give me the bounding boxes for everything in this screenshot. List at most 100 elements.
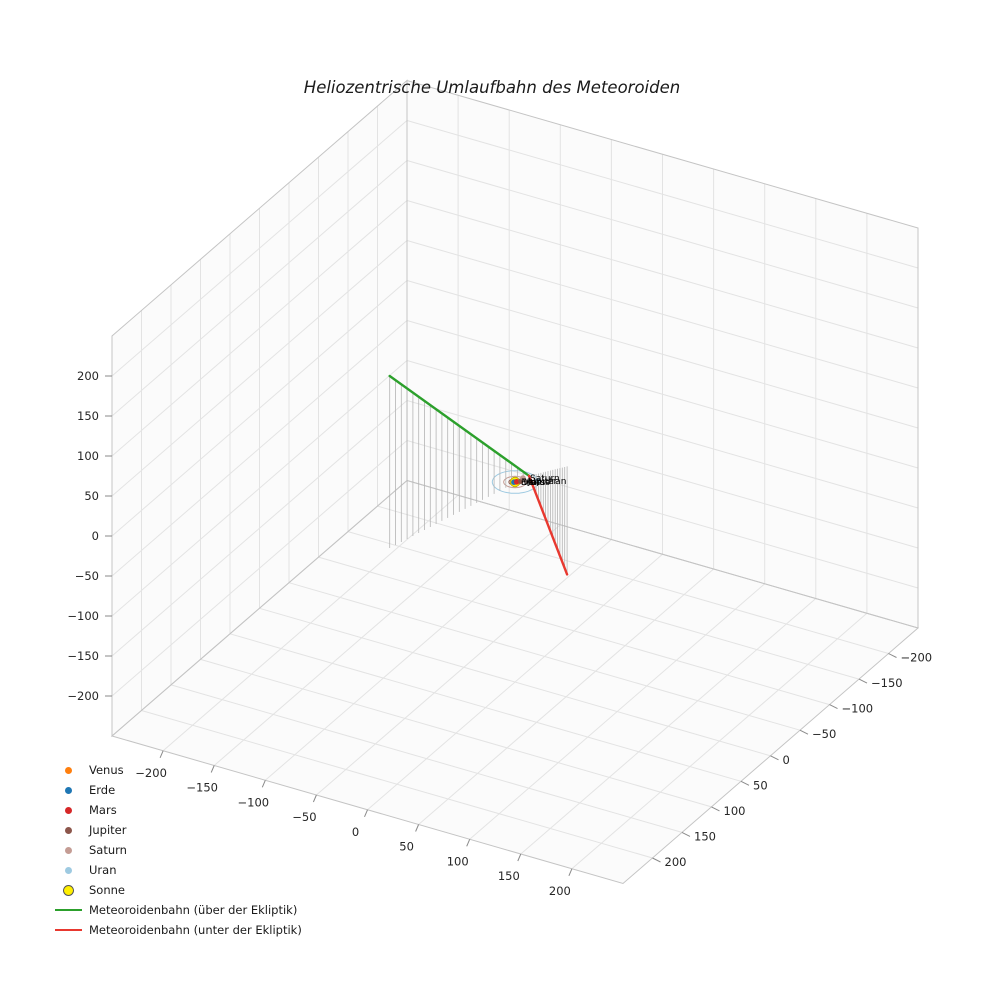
legend-label: Mars (89, 803, 117, 817)
x-tick-label: 50 (399, 840, 414, 854)
legend-item-erde: Erde (52, 780, 302, 800)
x-tick-mark (210, 765, 215, 773)
z-tick-label: 200 (77, 369, 99, 383)
axis-ticks-and-labels: −200−150−100−50050100150200−200−150−100−… (67, 369, 932, 898)
meteoroid-trajectory (388, 374, 569, 576)
grid-line (111, 200, 408, 457)
grid-line (418, 568, 714, 825)
y-tick-label: 0 (783, 753, 790, 767)
y-tick-mark (770, 755, 779, 761)
grid-line (170, 684, 683, 833)
x-tick-label: −100 (238, 795, 270, 809)
x-tick-label: 0 (352, 825, 359, 839)
x-tick-mark (466, 839, 471, 847)
planet-label-saturn: Saturn (530, 474, 560, 484)
grid-line (259, 607, 771, 757)
legend-label: Meteoroidenbahn (über der Ekliptik) (89, 903, 298, 917)
y-tick-label: −50 (812, 727, 836, 741)
y-tick-label: 150 (694, 829, 716, 843)
grid-lines (111, 95, 919, 870)
legend-dot-marker (52, 846, 84, 854)
planet-marker-saturn (520, 475, 526, 481)
planet-label-erde: Erde (521, 478, 542, 488)
legend-line-marker (52, 908, 84, 912)
legend-dot-marker (52, 884, 84, 896)
x-tick-label: 100 (447, 854, 469, 868)
legend-item-venus: Venus (52, 760, 302, 780)
z-tick-label: −50 (75, 569, 99, 583)
planet-label-venus: Venus (523, 478, 550, 488)
pane-floor-edge (110, 479, 920, 885)
legend-dot-marker (52, 766, 84, 774)
x-tick-mark (312, 794, 317, 803)
x-tick-mark (568, 868, 573, 876)
legend-dot-marker (52, 826, 84, 834)
grid-line (469, 583, 766, 840)
legend-line-marker (52, 928, 84, 932)
y-tick-mark (711, 806, 720, 812)
legend-item-meteoroidenbahn-unter-der-ekliptik: Meteoroidenbahn (unter der Ekliptik) (52, 920, 302, 940)
y-tick-label: 100 (724, 804, 746, 818)
x-tick-label: 200 (549, 884, 571, 898)
x-tick-label: −50 (292, 810, 316, 824)
legend-label: Erde (89, 783, 116, 797)
grid-line (406, 200, 919, 349)
y-tick-mark (888, 653, 897, 658)
legend-label: Meteoroidenbahn (unter der Ekliptik) (89, 923, 302, 937)
planet-label-uran: Uran (545, 477, 567, 487)
x-tick-label: −200 (135, 766, 167, 780)
legend-label: Uran (89, 863, 117, 877)
y-tick-mark (652, 857, 661, 863)
planet-marker-uran (535, 478, 541, 484)
x-tick-label: 150 (498, 869, 520, 883)
z-tick-label: −200 (67, 689, 99, 703)
meteoroid-stems (389, 376, 568, 575)
y-tick-label: −200 (901, 651, 933, 665)
y-tick-mark (858, 678, 868, 684)
y-tick-mark (829, 704, 838, 710)
grid-line (406, 240, 919, 389)
planet-label-jupiter: Jupiter (527, 477, 558, 487)
legend-item-mars: Mars (52, 800, 302, 820)
grid-line (111, 120, 408, 377)
y-tick-label: 200 (665, 855, 687, 869)
planet-label-mars: Mars (524, 478, 546, 488)
y-tick-label: −150 (871, 676, 903, 690)
meteoroid-line-above (388, 374, 531, 477)
grid-line (229, 633, 742, 782)
legend-label: Venus (89, 763, 124, 777)
bodies (509, 475, 541, 488)
legend-item-sonne: Sonne (52, 880, 302, 900)
grid-line (111, 240, 408, 497)
pane-edges (110, 79, 920, 885)
y-tick-mark (681, 831, 691, 837)
x-tick-mark (415, 824, 420, 832)
grid-line (406, 120, 919, 269)
grid-line (200, 658, 712, 808)
y-tick-label: −100 (842, 702, 874, 716)
z-tick-label: 150 (77, 409, 99, 423)
legend-label: Saturn (89, 843, 127, 857)
legend-item-meteoroidenbahn-ber-der-ekliptik: Meteoroidenbahn (über der Ekliptik) (52, 900, 302, 920)
chart-title: Heliozentrische Umlaufbahn des Meteoroid… (303, 78, 681, 97)
x-tick-mark (261, 780, 266, 788)
orbit-uran (491, 470, 539, 494)
planet-marker-mars (513, 479, 520, 485)
legend-dot-marker (52, 786, 84, 794)
z-tick-label: −150 (67, 649, 99, 663)
legend-item-jupiter: Jupiter (52, 820, 302, 840)
y-tick-mark (799, 729, 809, 735)
legend: Venus Erde Mars Jupiter Saturn Uran Sonne Meteo… (52, 760, 302, 940)
grid-line (406, 160, 919, 309)
legend-label: Jupiter (89, 823, 127, 837)
z-tick-label: 50 (84, 489, 99, 503)
grid-line (520, 598, 817, 855)
x-tick-label: −150 (186, 781, 218, 795)
y-tick-mark (740, 780, 750, 786)
legend-dot-marker (52, 806, 84, 814)
x-tick-mark (159, 750, 164, 758)
y-tick-label: 50 (753, 778, 768, 792)
